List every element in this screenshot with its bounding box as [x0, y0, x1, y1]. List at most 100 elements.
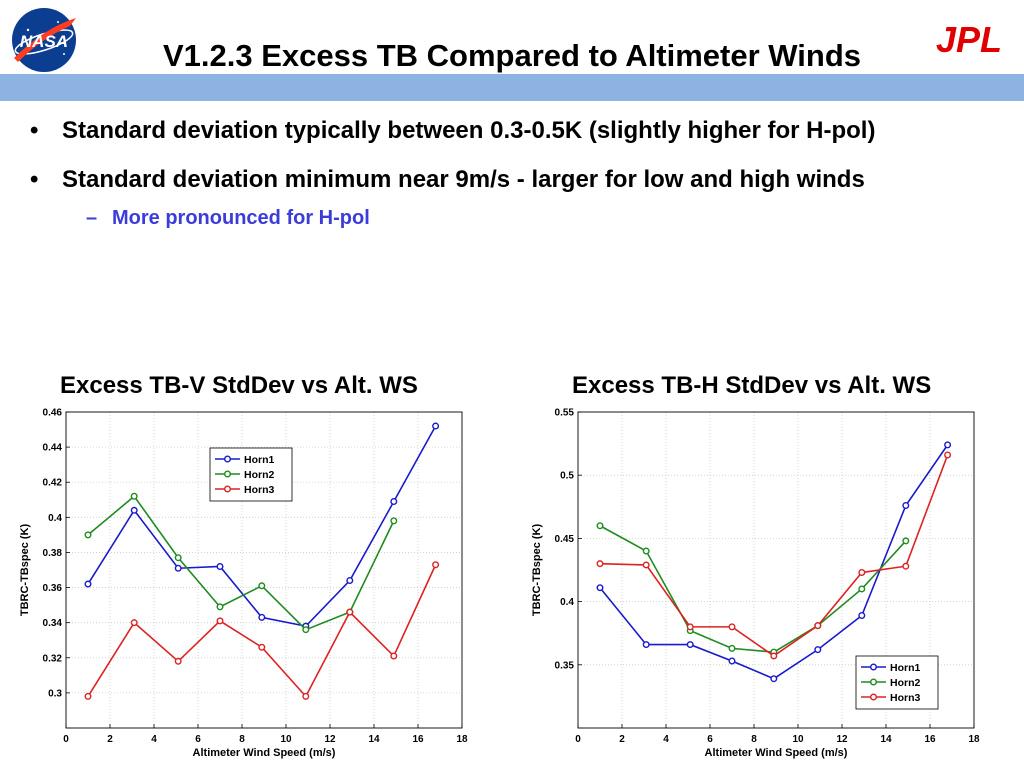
- bullet-text: Standard deviation minimum near 9m/s - l…: [62, 166, 865, 193]
- data-point-horn1: [216, 562, 224, 570]
- x-tick-label: 14: [368, 734, 380, 745]
- data-point-horn3: [432, 561, 440, 569]
- x-tick-label: 10: [792, 734, 804, 745]
- sub-bullet-dash: –: [86, 207, 98, 229]
- y-axis-label: TBRC-TBspec (K): [531, 524, 543, 617]
- series-line-horn2: [87, 495, 395, 631]
- data-point-horn3: [258, 643, 266, 651]
- data-point-horn3: [770, 652, 778, 660]
- chart-v-stddev: 0 2 4 6 8 10 12 14 16 18 0.3 0.32 0.34 0.36 0.38 0.4 0.4…: [19, 408, 468, 760]
- data-point-horn1: [686, 641, 694, 649]
- y-tick-label: 0.5: [560, 471, 574, 482]
- y-tick-label: 0.55: [555, 408, 575, 419]
- title-bar: [0, 74, 1024, 101]
- x-tick-label: 18: [456, 734, 468, 745]
- x-tick-label: 2: [107, 734, 113, 745]
- data-point-horn1: [944, 441, 952, 449]
- chart-title-v: Excess TB-V StdDev vs Alt. WS: [60, 372, 418, 399]
- x-tick-label: 4: [663, 734, 669, 745]
- data-point-horn3: [174, 657, 182, 665]
- x-tick-label: 6: [707, 734, 713, 745]
- data-point-horn2: [858, 585, 866, 593]
- data-point-horn1: [770, 675, 778, 683]
- y-tick-label: 0.34: [43, 618, 63, 629]
- data-point-horn1: [814, 646, 822, 654]
- bullet-text: Standard deviation typically between 0.3…: [62, 117, 876, 144]
- x-tick-label: 4: [151, 734, 157, 745]
- y-tick-label: 0.38: [43, 548, 63, 559]
- x-tick-label: 10: [280, 734, 292, 745]
- page-title: V1.2.3 Excess TB Compared to Altimeter W…: [163, 38, 861, 73]
- legend-label: Horn3: [890, 692, 920, 704]
- legend-marker: [870, 663, 878, 671]
- data-point-horn3: [686, 623, 694, 631]
- data-point-horn2: [728, 644, 736, 652]
- y-tick-label: 0.4: [560, 597, 574, 608]
- x-tick-label: 2: [619, 734, 625, 745]
- x-axis-label: Altimeter Wind Speed (m/s): [193, 747, 336, 759]
- data-point-horn1: [84, 580, 92, 588]
- x-tick-label: 6: [195, 734, 201, 745]
- data-point-horn1: [642, 641, 650, 649]
- data-point-horn3: [814, 622, 822, 630]
- y-tick-label: 0.32: [43, 653, 63, 664]
- sub-bullet-item: – More pronounced for H-pol: [26, 204, 1006, 232]
- data-point-horn2: [902, 537, 910, 545]
- x-tick-label: 0: [575, 734, 581, 745]
- chart-h-stddev: 0 2 4 6 8 10 12 14 16 18 0.35 0.4 0.45 0.5 0.55 Altimet…: [531, 408, 980, 760]
- data-point-horn3: [728, 623, 736, 631]
- x-tick-label: 8: [239, 734, 245, 745]
- chart-title-h: Excess TB-H StdDev vs Alt. WS: [572, 372, 932, 399]
- y-tick-label: 0.36: [43, 583, 63, 594]
- data-point-horn2: [258, 582, 266, 590]
- legend-label: Horn2: [244, 469, 274, 481]
- y-tick-label: 0.35: [555, 660, 575, 671]
- legend-label: Horn1: [244, 454, 274, 466]
- bullet-item: • Standard deviation typically between 0…: [26, 114, 1006, 147]
- data-point-horn2: [130, 492, 138, 500]
- y-tick-label: 0.42: [43, 478, 63, 489]
- y-tick-label: 0.46: [43, 408, 63, 419]
- data-point-horn3: [944, 451, 952, 459]
- data-point-horn1: [432, 422, 440, 430]
- legend-marker: [870, 693, 878, 701]
- data-point-horn1: [346, 577, 354, 585]
- legend-marker: [223, 455, 231, 463]
- y-axis-label: TBRC-TBspec (K): [19, 524, 31, 617]
- data-point-horn1: [596, 584, 604, 592]
- data-point-horn1: [902, 502, 910, 510]
- data-point-horn1: [858, 612, 866, 620]
- data-point-horn3: [84, 692, 92, 700]
- nasa-logo-text: NASA: [20, 32, 68, 51]
- bullet-item: • Standard deviation minimum near 9m/s -…: [26, 163, 1006, 196]
- series-line-horn2: [599, 525, 907, 653]
- legend-label: Horn2: [890, 677, 920, 689]
- jpl-logo-text: JPL: [936, 22, 1002, 56]
- x-tick-label: 0: [63, 734, 69, 745]
- sub-bullet-text: More pronounced for H-pol: [112, 207, 370, 229]
- data-point-horn3: [216, 617, 224, 625]
- x-axis-label: Altimeter Wind Speed (m/s): [705, 747, 848, 759]
- data-point-horn2: [596, 522, 604, 530]
- data-point-horn3: [858, 569, 866, 577]
- data-point-horn2: [216, 603, 224, 611]
- legend-marker: [870, 678, 878, 686]
- data-point-horn2: [174, 554, 182, 562]
- bullet-list: • Standard deviation typically between 0…: [26, 114, 1006, 232]
- plot-frame: [65, 411, 463, 729]
- x-tick-label: 18: [968, 734, 980, 745]
- legend-label: Horn1: [890, 662, 920, 674]
- data-point-horn3: [130, 619, 138, 627]
- x-tick-label: 14: [880, 734, 892, 745]
- bullet-dot: •: [30, 166, 39, 193]
- bullet-dot: •: [30, 117, 39, 144]
- y-tick-label: 0.4: [48, 513, 62, 524]
- legend-label: Horn3: [244, 484, 274, 496]
- legend-marker: [223, 470, 231, 478]
- jpl-logo: JPL: [936, 22, 1002, 56]
- y-tick-label: 0.45: [555, 534, 575, 545]
- nasa-logo: NASA: [12, 8, 76, 72]
- data-point-horn3: [390, 652, 398, 660]
- legend-marker: [223, 485, 231, 493]
- x-tick-label: 16: [924, 734, 936, 745]
